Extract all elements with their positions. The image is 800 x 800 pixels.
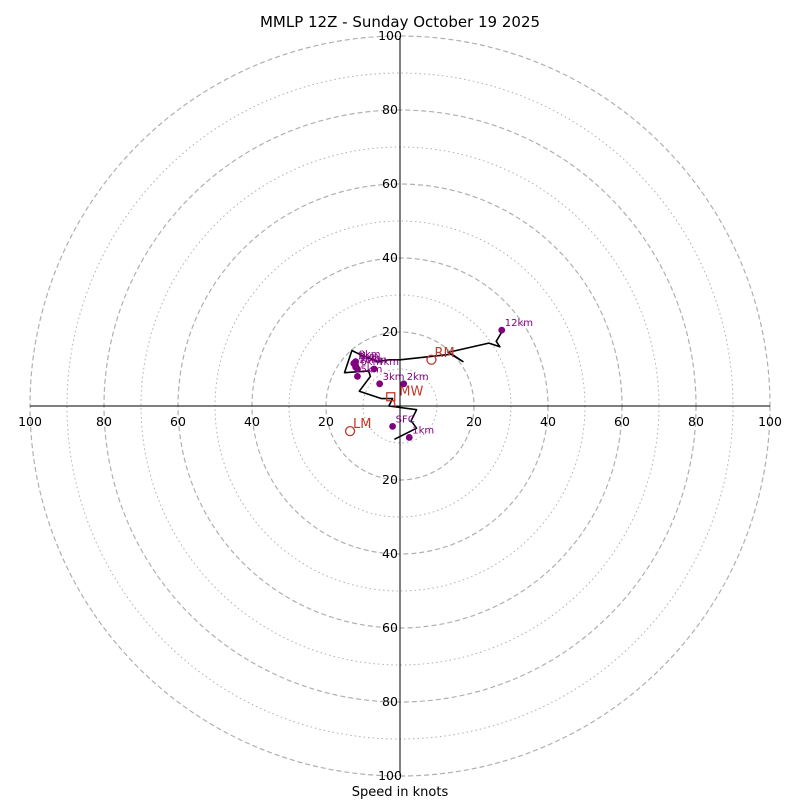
tick-label-left: 40 (244, 414, 260, 429)
tick-label-left: 60 (170, 414, 186, 429)
height-label-sfc: SFC (396, 414, 415, 425)
x-axis-label: Speed in knots (352, 785, 449, 800)
tick-label-right: 100 (758, 414, 782, 429)
height-point-sfc (389, 422, 396, 430)
height-point-5km (354, 373, 361, 380)
motion-label-lm: LM (353, 417, 371, 432)
tick-label-right: 80 (688, 414, 704, 429)
motion-label-rm: RM (434, 346, 454, 361)
shear-marker (386, 392, 396, 402)
height-label-3km: 3km (383, 372, 405, 383)
height-label-1km: 1km (412, 425, 434, 436)
height-label-7km: 7km (357, 351, 379, 362)
height-point-2km (400, 380, 408, 388)
axis-tick-labels: 20 20 20 20 40 40 40 40 60 60 60 60 80 80 80 80 100 100 10… (18, 28, 782, 783)
tick-label-top: 80 (382, 102, 398, 117)
tick-label-left: 80 (96, 414, 112, 429)
tick-label-right: 60 (614, 414, 630, 429)
storm-motion-markers: RM LM MW (344, 346, 455, 437)
tick-label-bottom: 20 (382, 472, 398, 487)
wind-trace (343, 331, 503, 441)
height-label-6km: 6km (360, 357, 382, 368)
tick-label-top: 40 (382, 250, 398, 265)
height-point-10km (352, 363, 359, 371)
height-label-2km: 2km (407, 372, 429, 383)
motion-marker-lm (344, 426, 356, 437)
wind-trace-line (343, 331, 503, 441)
height-point-12km (498, 326, 506, 334)
height-label-12km: 12km (505, 318, 533, 329)
tick-label-bottom: 100 (378, 768, 402, 783)
height-point-1km (405, 434, 413, 441)
height-label-8km: 8km (359, 350, 381, 361)
tick-label-right: 20 (466, 414, 482, 429)
height-label-10km: 10km (359, 355, 387, 366)
chart-title: MMLP 12Z - Sunday October 19 2025 (260, 13, 540, 31)
motion-label-mw: MW (399, 385, 423, 400)
motion-marker-rm (426, 354, 437, 365)
tick-label-bottom: 40 (382, 546, 398, 561)
height-point-3km (376, 380, 384, 388)
tick-label-top: 100 (378, 28, 402, 43)
shear-arrow (393, 399, 396, 407)
tick-label-bottom: 60 (382, 620, 398, 635)
tick-label-top: 20 (382, 324, 398, 339)
height-label-4km: 4km (377, 357, 399, 368)
height-point-4km (370, 365, 378, 373)
axes (30, 36, 770, 776)
tick-label-left: 100 (18, 414, 42, 429)
tick-label-left: 20 (318, 414, 334, 429)
tick-label-top: 60 (382, 176, 398, 191)
tick-label-right: 40 (540, 414, 556, 429)
tick-label-bottom: 80 (382, 694, 398, 709)
height-label-9km: 9km (359, 353, 381, 364)
height-label-5km: 5km (360, 364, 382, 375)
